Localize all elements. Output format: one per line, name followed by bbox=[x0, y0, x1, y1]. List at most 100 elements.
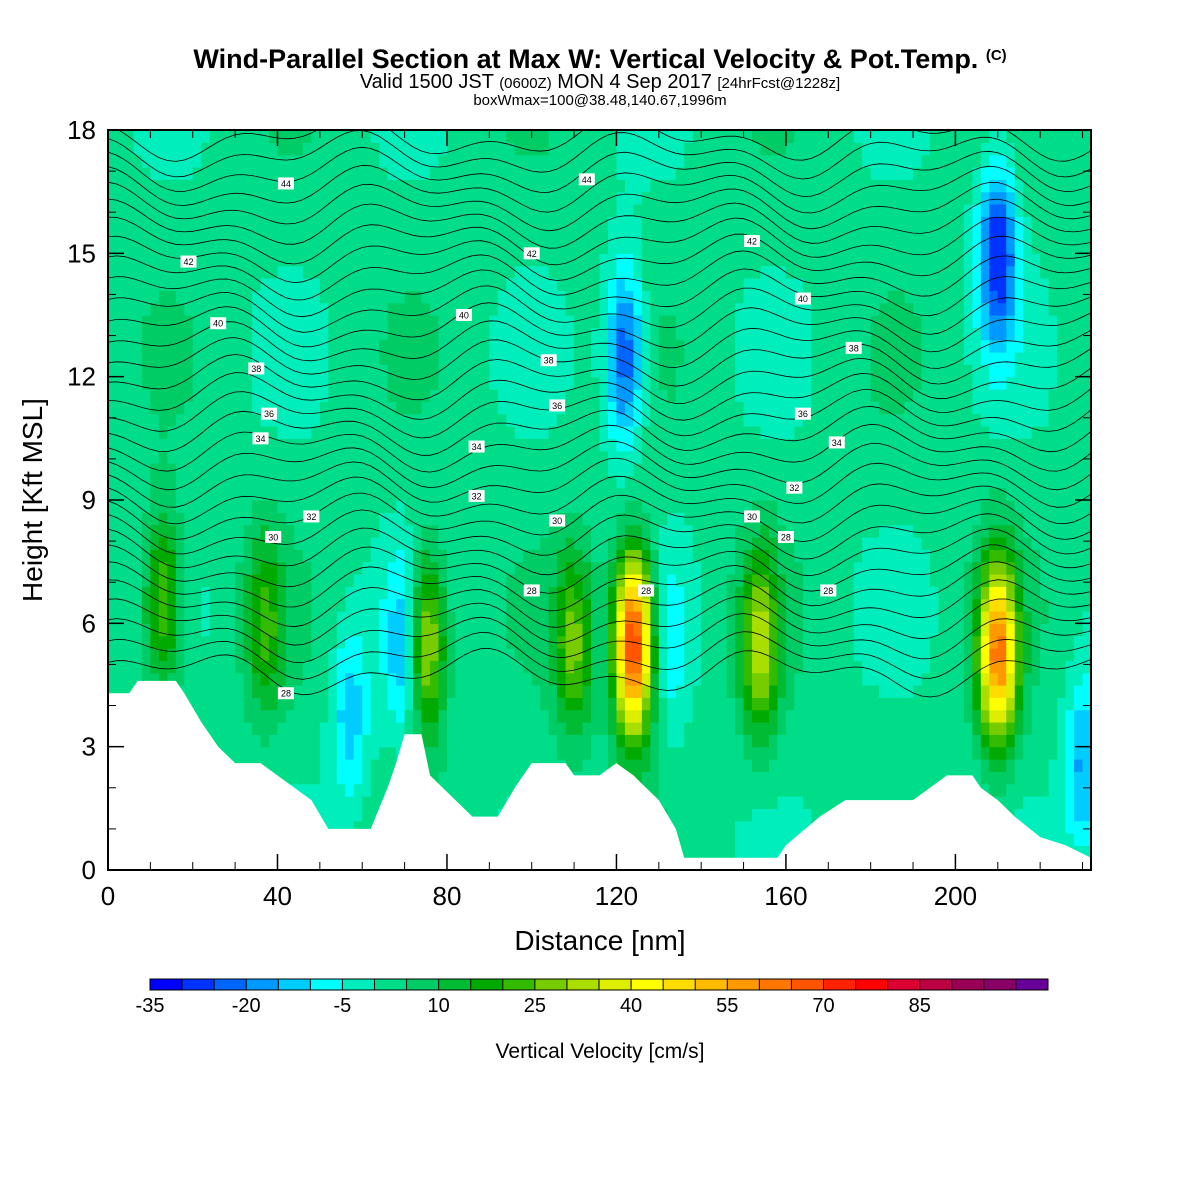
field-cell bbox=[108, 327, 118, 341]
field-cell bbox=[455, 611, 465, 624]
field-cell bbox=[718, 623, 728, 637]
field-cell bbox=[302, 130, 312, 143]
field-cell bbox=[650, 253, 660, 267]
field-cell bbox=[607, 438, 618, 452]
field-cell bbox=[591, 142, 601, 156]
field-cell bbox=[760, 697, 770, 711]
field-cell bbox=[201, 537, 211, 550]
field-cell bbox=[455, 142, 465, 156]
field-cell bbox=[514, 660, 524, 674]
field-cell bbox=[523, 512, 533, 526]
field-cell bbox=[760, 450, 770, 464]
field-cell bbox=[421, 142, 431, 156]
field-cell bbox=[362, 537, 372, 550]
field-cell bbox=[379, 611, 389, 624]
field-cell bbox=[472, 685, 482, 698]
field-cell bbox=[489, 228, 499, 242]
field-cell bbox=[430, 278, 440, 291]
field-cell bbox=[438, 635, 448, 649]
field-cell bbox=[167, 401, 177, 415]
field-cell bbox=[718, 561, 728, 575]
field-cell bbox=[302, 290, 312, 304]
field-cell bbox=[472, 376, 482, 390]
field-cell bbox=[599, 524, 609, 538]
field-cell bbox=[141, 302, 151, 316]
field-cell bbox=[607, 500, 618, 513]
field-cell bbox=[353, 537, 363, 550]
field-cell bbox=[675, 697, 685, 711]
field-cell bbox=[108, 611, 118, 624]
field-cell bbox=[768, 487, 779, 501]
field-cell bbox=[370, 401, 380, 415]
field-cell bbox=[531, 574, 541, 587]
field-cell bbox=[802, 771, 812, 785]
field-cell bbox=[565, 179, 575, 193]
field-cell bbox=[387, 413, 397, 427]
field-cell bbox=[607, 586, 618, 600]
field-cell bbox=[150, 487, 160, 501]
field-cell bbox=[540, 487, 550, 501]
field-cell bbox=[506, 154, 516, 168]
field-cell bbox=[150, 586, 160, 600]
field-cell bbox=[404, 623, 414, 637]
field-cell bbox=[709, 278, 719, 291]
field-cell bbox=[311, 648, 321, 661]
field-cell bbox=[768, 142, 779, 156]
field-cell bbox=[209, 204, 219, 217]
field-cell bbox=[743, 685, 753, 698]
field-cell bbox=[302, 376, 312, 390]
field-cell bbox=[328, 709, 338, 723]
field-cell bbox=[684, 463, 694, 476]
field-cell bbox=[582, 315, 592, 328]
field-cell bbox=[167, 352, 177, 365]
field-cell bbox=[709, 265, 719, 279]
field-cell bbox=[370, 487, 380, 501]
field-cell bbox=[624, 512, 634, 526]
field-cell bbox=[514, 167, 524, 180]
field-cell bbox=[302, 167, 312, 180]
field-cell bbox=[209, 290, 219, 304]
field-cell bbox=[472, 660, 482, 674]
field-cell bbox=[768, 746, 779, 760]
field-cell bbox=[701, 722, 711, 735]
field-cell bbox=[565, 623, 575, 637]
field-cell bbox=[718, 339, 728, 353]
field-cell bbox=[404, 241, 414, 254]
field-cell bbox=[557, 549, 567, 563]
field-cell bbox=[523, 475, 533, 489]
field-cell bbox=[591, 191, 601, 205]
field-cell bbox=[540, 167, 550, 180]
field-cell bbox=[269, 487, 279, 501]
field-cell bbox=[633, 426, 643, 439]
field-cell bbox=[269, 672, 279, 686]
field-cell bbox=[243, 611, 253, 624]
field-cell bbox=[379, 500, 389, 513]
field-cell bbox=[353, 327, 363, 341]
field-cell bbox=[319, 191, 329, 205]
field-cell bbox=[802, 426, 812, 439]
field-cell bbox=[684, 413, 694, 427]
field-cell bbox=[430, 450, 440, 464]
field-cell bbox=[667, 734, 677, 748]
field-cell bbox=[387, 500, 397, 513]
field-cell bbox=[336, 278, 346, 291]
field-cell bbox=[624, 389, 634, 402]
field-cell bbox=[260, 327, 270, 341]
field-cell bbox=[353, 524, 363, 538]
field-cell bbox=[463, 771, 473, 785]
field-cell bbox=[752, 142, 762, 156]
field-cell bbox=[760, 845, 770, 859]
field-cell bbox=[396, 352, 406, 365]
field-cell bbox=[430, 623, 440, 637]
field-cell bbox=[616, 278, 626, 291]
field-cell bbox=[557, 179, 567, 193]
field-cell bbox=[285, 204, 296, 217]
field-cell bbox=[802, 722, 812, 735]
field-cell bbox=[616, 352, 626, 365]
field-cell bbox=[387, 154, 397, 168]
field-cell bbox=[319, 228, 329, 242]
field-cell bbox=[319, 709, 329, 723]
field-cell bbox=[370, 722, 380, 735]
field-cell bbox=[675, 549, 685, 563]
field-cell bbox=[387, 376, 397, 390]
